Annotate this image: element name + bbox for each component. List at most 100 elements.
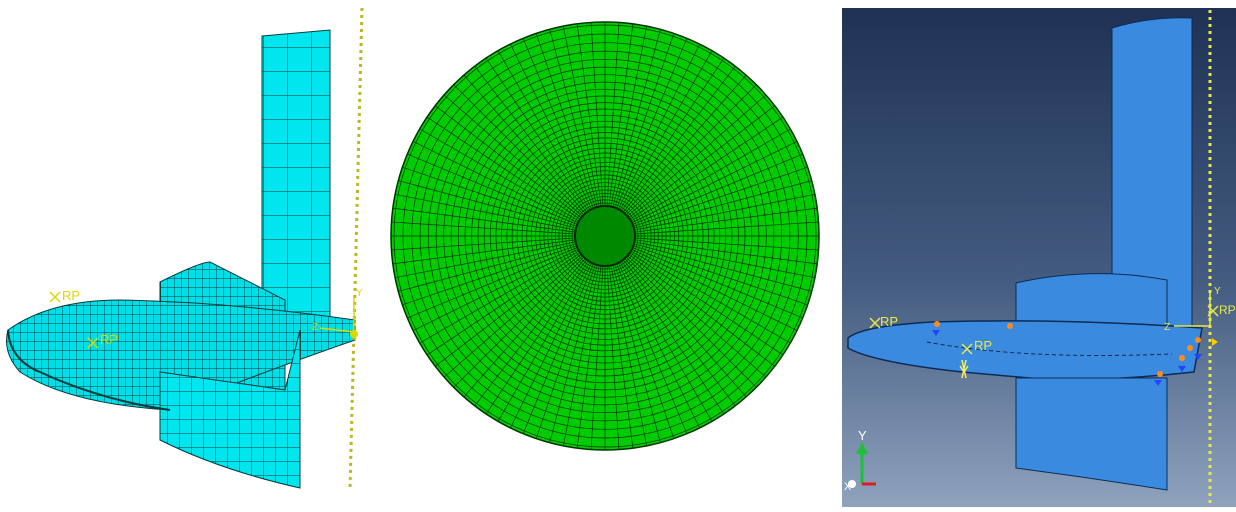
mesh-spoke bbox=[625, 256, 757, 388]
mesh-spoke bbox=[634, 237, 819, 251]
render-canvas: RP RP RP Y Z Y X bbox=[842, 8, 1236, 507]
mesh-spoke bbox=[426, 252, 581, 356]
mesh-spoke bbox=[625, 84, 757, 216]
mesh-spoke bbox=[633, 166, 808, 227]
disc-mesh-spokes bbox=[391, 22, 819, 450]
mesh-spoke bbox=[634, 193, 815, 231]
mesh-spoke bbox=[434, 254, 582, 367]
mesh-spoke bbox=[590, 265, 604, 450]
mesh-spoke bbox=[632, 247, 803, 319]
mesh-spoke bbox=[630, 250, 791, 344]
svg-text:Z: Z bbox=[1164, 322, 1170, 333]
mesh-spoke bbox=[426, 116, 581, 220]
mesh-spoke bbox=[631, 141, 798, 224]
mesh-spoke bbox=[633, 243, 812, 292]
tall-cylinder bbox=[1111, 17, 1193, 329]
rotation-axis bbox=[348, 7, 364, 491]
svg-text:RP: RP bbox=[974, 338, 992, 353]
mesh-spoke bbox=[624, 258, 747, 398]
local-axis-indicator: Y Z bbox=[1164, 286, 1221, 333]
middle-mesh-viewport bbox=[380, 0, 840, 507]
mesh-spoke bbox=[632, 153, 803, 225]
mesh-spoke bbox=[606, 265, 620, 450]
mesh-spoke bbox=[608, 23, 634, 207]
tall-blade bbox=[261, 29, 331, 327]
lower-cylinder bbox=[1015, 377, 1168, 491]
mesh-spoke bbox=[628, 105, 776, 218]
mesh-spoke bbox=[392, 239, 576, 265]
mesh-spoke bbox=[485, 57, 589, 212]
boundary-condition-symbols bbox=[932, 321, 1218, 386]
mesh-spoke bbox=[453, 256, 585, 388]
mesh-spoke bbox=[535, 33, 596, 208]
lower-shell bbox=[159, 329, 301, 489]
mesh-spoke bbox=[474, 259, 587, 407]
svg-text:RP: RP bbox=[1219, 303, 1236, 317]
mesh-spoke bbox=[522, 38, 594, 209]
rp-marker-1: RP bbox=[49, 288, 80, 303]
rp-marker-1: RP bbox=[869, 314, 898, 329]
mesh-spoke bbox=[610, 26, 648, 207]
view-triad: Y X bbox=[844, 428, 876, 493]
mesh-spoke bbox=[608, 265, 634, 449]
svg-text:Y: Y bbox=[1214, 286, 1221, 297]
mesh-spoke bbox=[576, 265, 602, 449]
mesh-spoke bbox=[391, 237, 576, 251]
mesh-spoke bbox=[616, 263, 688, 434]
svg-text:Z: Z bbox=[312, 322, 318, 333]
mesh-spoke bbox=[395, 241, 576, 279]
mesh-spoke bbox=[434, 105, 582, 218]
mesh-spoke bbox=[612, 264, 661, 443]
mesh-spoke bbox=[419, 128, 580, 222]
mesh-spoke bbox=[612, 29, 661, 208]
mesh-spoke bbox=[606, 22, 620, 207]
svg-text:RP: RP bbox=[62, 288, 80, 303]
mesh-spoke bbox=[497, 261, 591, 422]
mesh-spoke bbox=[443, 94, 583, 217]
left-mesh-canvas: RP RP Y Z bbox=[6, 7, 364, 491]
mesh-spoke bbox=[412, 248, 579, 331]
mesh-spoke bbox=[634, 207, 818, 233]
mesh-spoke bbox=[474, 65, 587, 213]
mesh-spoke bbox=[633, 245, 808, 306]
mesh-spoke bbox=[623, 259, 736, 407]
mesh-spoke bbox=[617, 262, 700, 429]
svg-text:RP: RP bbox=[100, 332, 118, 347]
mesh-spoke bbox=[463, 258, 586, 398]
mesh-spoke bbox=[443, 255, 583, 378]
mesh-spoke bbox=[485, 260, 589, 415]
mesh-spoke bbox=[535, 264, 596, 439]
rp-marker-2: RP bbox=[961, 338, 992, 355]
right-render-viewport: RP RP RP Y Z Y X bbox=[842, 8, 1236, 507]
mesh-spoke bbox=[616, 38, 688, 209]
mesh-spoke bbox=[634, 221, 819, 235]
mesh-spoke bbox=[402, 245, 577, 306]
disc-hub bbox=[574, 205, 636, 267]
mesh-spoke bbox=[497, 50, 591, 211]
mesh-spoke bbox=[623, 65, 736, 213]
mesh-spoke bbox=[629, 116, 784, 220]
svg-text:Y: Y bbox=[356, 288, 363, 299]
mesh-spoke bbox=[627, 255, 767, 378]
mesh-spoke bbox=[510, 262, 593, 429]
mesh-spoke bbox=[398, 180, 577, 229]
mesh-spoke bbox=[419, 250, 580, 344]
mesh-spoke bbox=[463, 74, 586, 214]
mesh-spoke bbox=[562, 26, 600, 207]
mesh-spoke bbox=[621, 260, 725, 415]
mesh-spoke bbox=[398, 243, 577, 292]
mesh-spoke bbox=[633, 180, 812, 229]
mesh-spoke bbox=[634, 241, 815, 279]
mesh-spoke bbox=[562, 265, 600, 446]
mesh-spoke bbox=[402, 166, 577, 227]
mesh-spoke bbox=[395, 193, 576, 231]
mesh-spoke bbox=[629, 252, 784, 356]
mesh-spoke bbox=[412, 141, 579, 224]
flight-plate bbox=[847, 320, 1203, 381]
local-axis-indicator: Y Z bbox=[312, 288, 363, 338]
mesh-spoke bbox=[549, 264, 598, 443]
mesh-spoke bbox=[619, 261, 713, 422]
mesh-spoke bbox=[407, 247, 578, 319]
left-mesh-viewport: RP RP Y Z bbox=[0, 0, 380, 507]
mesh-spoke bbox=[628, 254, 776, 367]
